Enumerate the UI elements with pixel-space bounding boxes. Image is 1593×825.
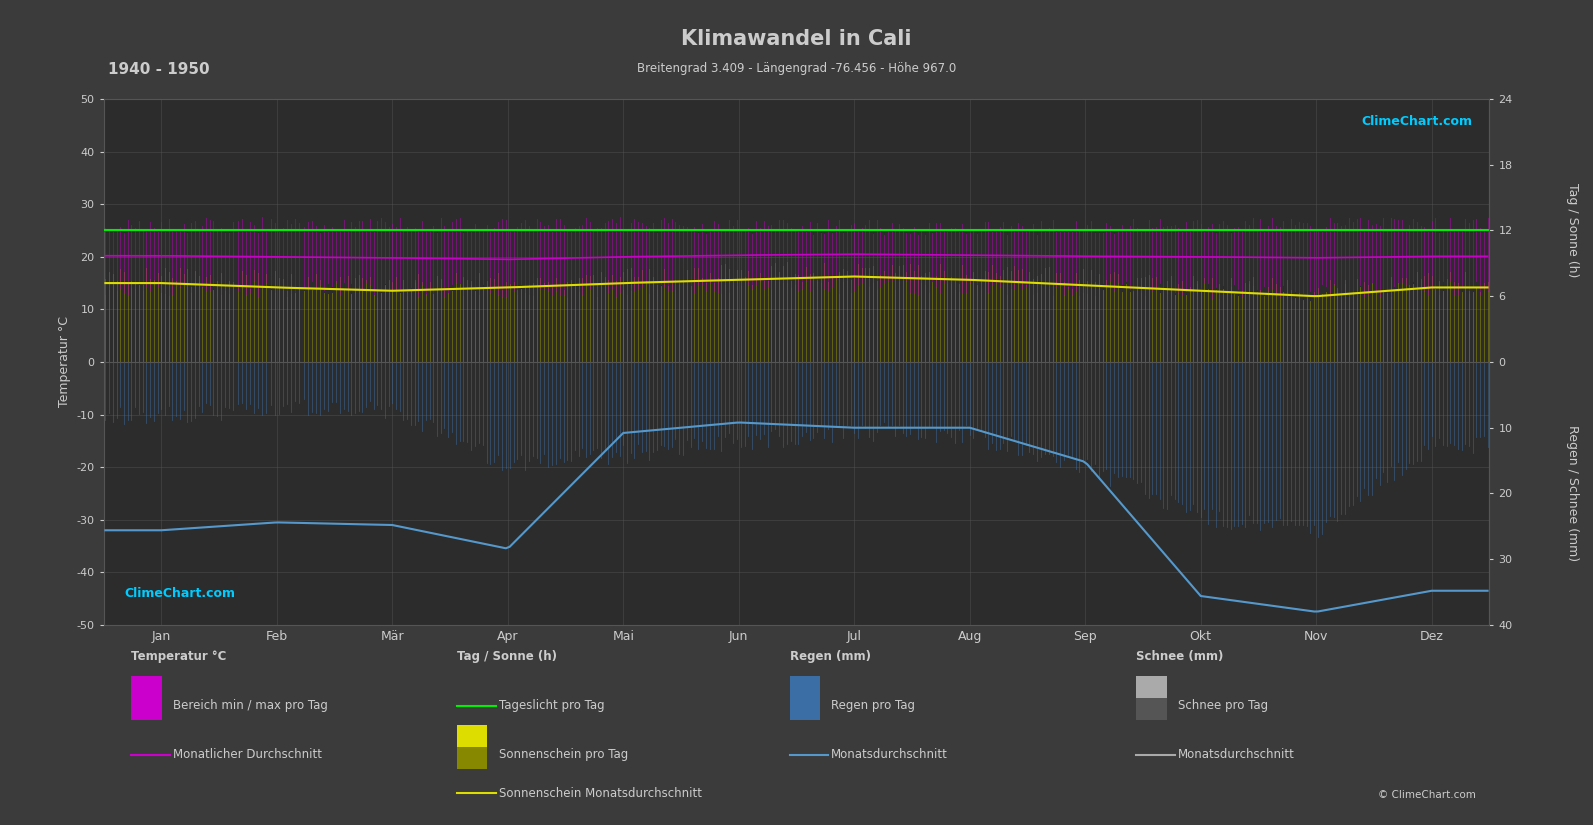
Text: Tageslicht pro Tag: Tageslicht pro Tag [499, 699, 604, 712]
Text: Tag / Sonne (h): Tag / Sonne (h) [457, 650, 558, 663]
Text: Sonnenschein pro Tag: Sonnenschein pro Tag [499, 748, 628, 761]
Text: Tag / Sonne (h): Tag / Sonne (h) [1566, 183, 1579, 278]
Text: ClimeChart.com: ClimeChart.com [1360, 115, 1472, 128]
FancyBboxPatch shape [131, 676, 162, 719]
Text: Regen / Schnee (mm): Regen / Schnee (mm) [1566, 426, 1579, 562]
Text: Schnee (mm): Schnee (mm) [1136, 650, 1223, 663]
Text: ClimeChart.com: ClimeChart.com [124, 587, 236, 600]
FancyBboxPatch shape [1136, 676, 1166, 698]
Text: © ClimeChart.com: © ClimeChart.com [1378, 790, 1475, 800]
Text: Bereich min / max pro Tag: Bereich min / max pro Tag [174, 699, 328, 712]
Text: Schnee pro Tag: Schnee pro Tag [1177, 699, 1268, 712]
Text: Klimawandel in Cali: Klimawandel in Cali [682, 29, 911, 49]
FancyBboxPatch shape [457, 747, 487, 769]
Text: Regen (mm): Regen (mm) [790, 650, 870, 663]
Text: 1940 - 1950: 1940 - 1950 [108, 62, 210, 77]
Text: Monatsdurchschnitt: Monatsdurchschnitt [1177, 748, 1295, 761]
Text: Temperatur °C: Temperatur °C [131, 650, 226, 663]
Text: Breitengrad 3.409 - Längengrad -76.456 - Höhe 967.0: Breitengrad 3.409 - Längengrad -76.456 -… [637, 62, 956, 75]
Text: Monatsdurchschnitt: Monatsdurchschnitt [832, 748, 948, 761]
FancyBboxPatch shape [1136, 698, 1166, 719]
FancyBboxPatch shape [790, 676, 820, 719]
Text: Sonnenschein Monatsdurchschnitt: Sonnenschein Monatsdurchschnitt [499, 787, 701, 799]
Text: Monatlicher Durchschnitt: Monatlicher Durchschnitt [174, 748, 322, 761]
Text: Regen pro Tag: Regen pro Tag [832, 699, 914, 712]
FancyBboxPatch shape [457, 725, 487, 747]
Y-axis label: Temperatur °C: Temperatur °C [57, 317, 70, 408]
